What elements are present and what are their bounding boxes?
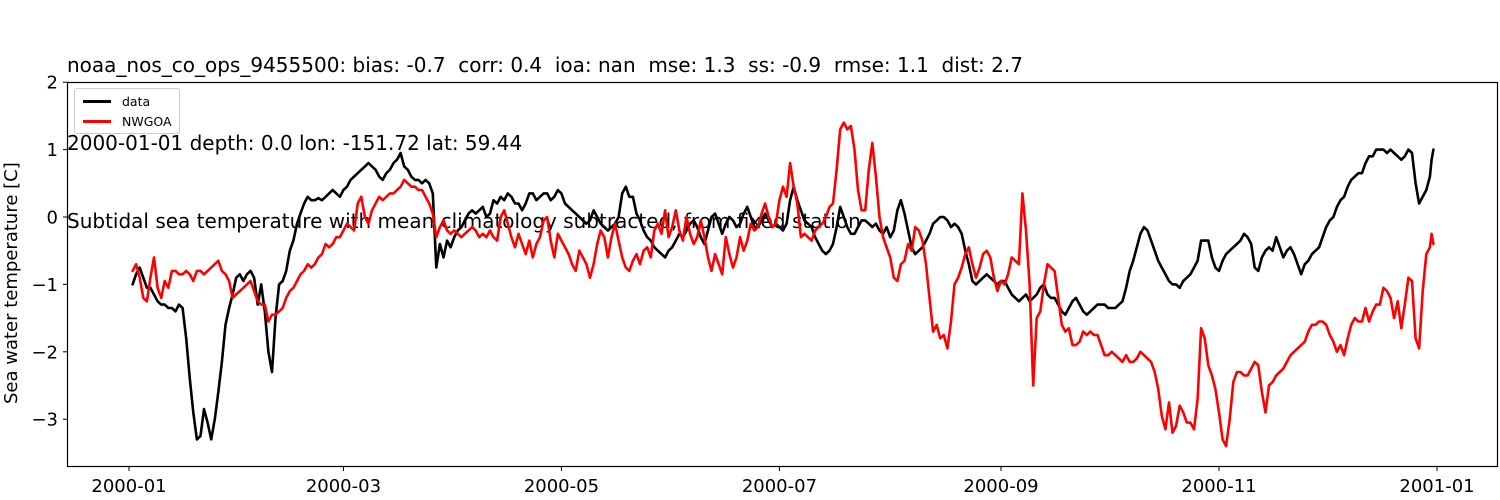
legend-label: data xyxy=(122,93,151,109)
x-tick-label: 2000-07 xyxy=(742,476,817,497)
x-tick-label: 2000-05 xyxy=(524,476,599,497)
y-tick-label: −2 xyxy=(31,342,58,363)
x-tick-label: 2000-11 xyxy=(1181,476,1256,497)
legend: data NWGOA xyxy=(74,88,180,134)
series-line-nwgoa xyxy=(131,121,1435,448)
x-axis: 2000-01 2000-03 2000-05 2000-07 2000-09 2000-… xyxy=(91,466,1475,497)
legend-item-nwgoa: NWGOA xyxy=(75,112,172,130)
y-tick-label: 1 xyxy=(47,140,58,161)
legend-item-data: data xyxy=(75,92,150,110)
title-stats-line: noaa_nos_co_ops_9455500: bias: -0.7 corr… xyxy=(67,53,1023,77)
x-tick-label: 2000-03 xyxy=(306,476,381,497)
axes-frame xyxy=(66,81,1499,468)
x-tick-label: 2000-09 xyxy=(963,476,1038,497)
series-line-data xyxy=(131,148,1435,441)
legend-line-icon xyxy=(83,99,111,103)
title-location-line: 2000-01-01 depth: 0.0 lon: -151.72 lat: … xyxy=(67,131,523,155)
y-tick-label: −1 xyxy=(31,275,58,296)
y-axis: −3 −2 −1 0 1 2 xyxy=(31,73,68,431)
legend-line-icon xyxy=(83,119,111,123)
chart-title: noaa_nos_co_ops_9455500: bias: -0.7 corr… xyxy=(67,0,1023,260)
series-layer xyxy=(131,121,1435,448)
y-axis-label: Sea water temperature [C] xyxy=(1,162,22,404)
y-tick-label: 2 xyxy=(47,73,58,94)
x-tick-label: 2001-01 xyxy=(1399,476,1474,497)
y-tick-label: 0 xyxy=(47,208,58,229)
y-tick-label: −3 xyxy=(31,410,58,431)
legend-label: NWGOA xyxy=(122,113,172,129)
x-tick-label: 2000-01 xyxy=(91,476,166,497)
